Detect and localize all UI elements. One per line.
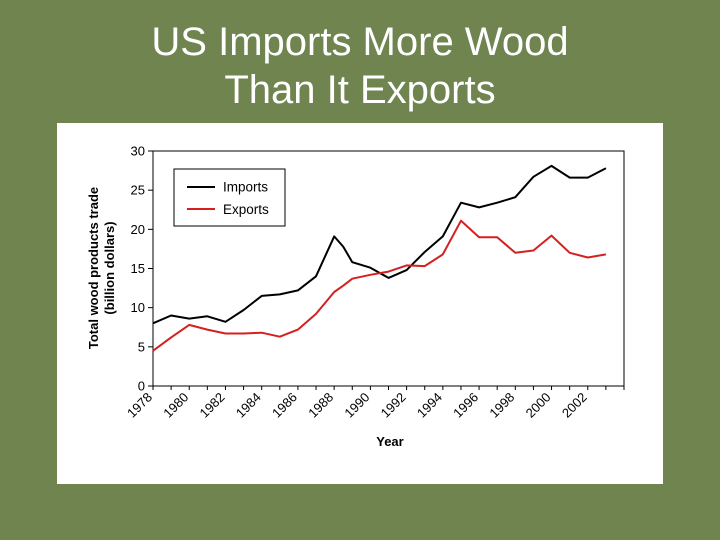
legend-box [173, 168, 286, 227]
x-tick-label-1998: 1998 [486, 390, 517, 421]
slide-title: US Imports More Wood Than It Exports [0, 18, 720, 114]
legend-label-imports: Imports [223, 180, 268, 195]
x-axis-title: Year [376, 434, 403, 449]
line-chart: 0 5 10 15 20 25 30 1978 1980 1982 1984 1986 1988 1990… [86, 144, 625, 449]
x-tick-label-1994: 1994 [414, 390, 445, 421]
series-lines [152, 164, 607, 352]
x-tick-label-1980: 1980 [160, 390, 191, 421]
y-tick-label-10: 10 [131, 300, 145, 315]
x-tick-label-1982: 1982 [197, 390, 228, 421]
series-line-imports [152, 164, 607, 325]
y-tick-label-0: 0 [138, 379, 145, 394]
series-line-exports [152, 219, 607, 352]
y-tick-label-30: 30 [131, 144, 145, 159]
x-tick-label-1984: 1984 [233, 390, 264, 421]
slide-title-line-2: Than It Exports [224, 68, 496, 112]
legend-label-exports: Exports [223, 202, 269, 217]
x-tick-label-2000: 2000 [523, 390, 554, 421]
y-tick-label-5: 5 [138, 339, 145, 354]
chart-panel: 0 5 10 15 20 25 30 1978 1980 1982 1984 1986 1988 1990… [57, 123, 663, 484]
x-tick-label-1978: 1978 [124, 390, 155, 421]
legend: Imports Exports [173, 168, 286, 227]
y-axis-title-line-1: Total wood products trade [86, 187, 101, 349]
y-tick-label-25: 25 [131, 183, 145, 198]
y-tick-label-20: 20 [131, 222, 145, 237]
y-axis-title-line-2: (billion dollars) [102, 221, 117, 314]
x-tick-label-1988: 1988 [305, 390, 336, 421]
x-tick-label-1992: 1992 [378, 390, 409, 421]
y-tick-label-15: 15 [131, 261, 145, 276]
x-tick-label-1996: 1996 [450, 390, 481, 421]
x-tick-label-1986: 1986 [269, 390, 300, 421]
x-tick-label-2002: 2002 [559, 390, 590, 421]
slide-title-line-1: US Imports More Wood [151, 20, 569, 64]
x-tick-label-1990: 1990 [341, 390, 372, 421]
